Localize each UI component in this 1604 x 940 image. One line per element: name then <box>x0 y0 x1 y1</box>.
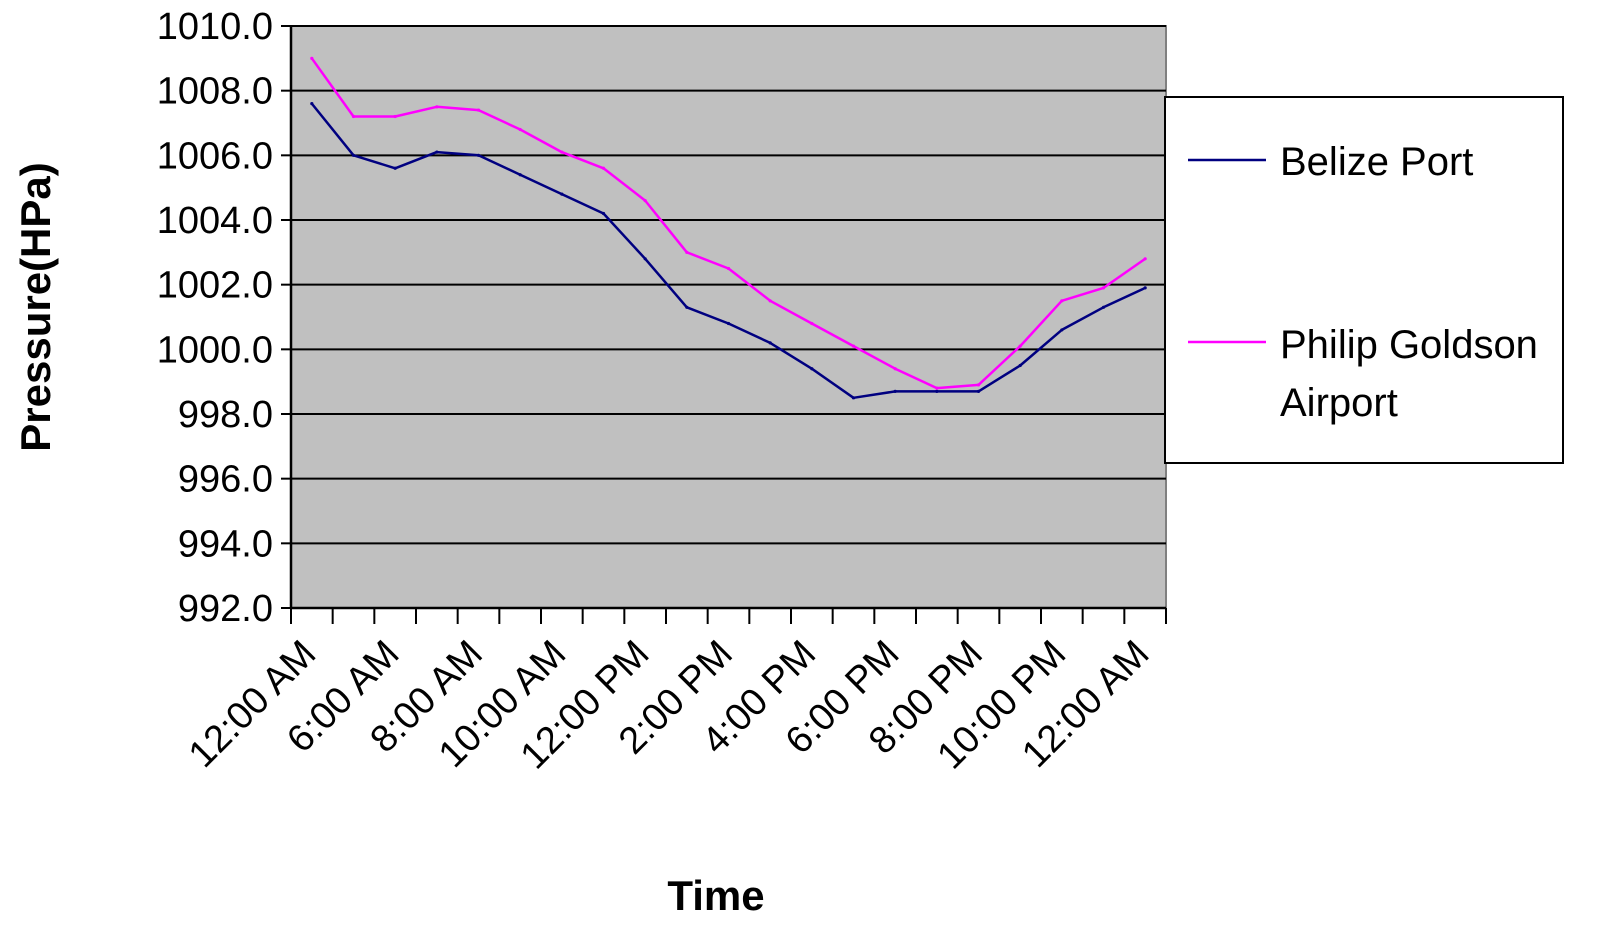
x-axis-title: Time <box>667 872 764 919</box>
series-layer <box>310 56 1147 400</box>
data-point <box>560 192 564 196</box>
y-tick-label: 1010.0 <box>157 6 273 48</box>
data-point <box>935 386 939 390</box>
data-point <box>935 389 939 393</box>
data-point <box>768 299 772 303</box>
data-point <box>601 166 606 170</box>
legend-box <box>1164 96 1564 464</box>
data-point <box>685 305 689 309</box>
data-point <box>435 105 439 109</box>
data-point <box>1143 257 1147 261</box>
y-tick-label: 992.0 <box>178 588 273 630</box>
y-tick-label: 994.0 <box>178 523 273 565</box>
data-point <box>726 266 731 271</box>
data-point <box>726 321 731 326</box>
data-point <box>1018 363 1022 368</box>
y-tick-label: 1000.0 <box>157 329 273 371</box>
data-point <box>1060 299 1064 303</box>
data-point <box>976 389 981 393</box>
data-point <box>518 173 522 177</box>
legend-label-belize-port: Belize Port <box>1280 140 1473 184</box>
data-point <box>851 344 856 348</box>
data-point <box>643 257 647 261</box>
data-point <box>976 383 981 387</box>
data-point <box>685 250 689 254</box>
y-tick-label: 996.0 <box>178 459 273 501</box>
legend-label-philip-goldson-airport-line1: Philip Goldson <box>1280 323 1538 367</box>
y-tick-label: 998.0 <box>178 394 273 436</box>
data-point <box>768 341 772 345</box>
data-point <box>310 102 314 106</box>
data-point <box>393 114 397 119</box>
y-tick-label: 1002.0 <box>157 265 273 307</box>
y-tick-labels: 992.0 994.0 996.0 998.0 1000.0 1002.0 1004.0 10… <box>157 6 273 630</box>
data-point <box>351 153 356 157</box>
data-point <box>851 396 856 400</box>
data-point <box>893 389 897 393</box>
data-point <box>810 367 814 371</box>
legend: Belize Port Philip Goldson Airport <box>1164 96 1564 464</box>
data-point <box>310 56 314 60</box>
data-point <box>893 367 897 371</box>
axes <box>281 25 1167 624</box>
data-point <box>476 108 481 112</box>
data-point <box>560 150 564 154</box>
data-point <box>351 114 356 119</box>
legend-label-philip-goldson-airport-line2: Airport <box>1280 381 1398 425</box>
data-point <box>476 153 481 157</box>
data-point <box>601 211 606 216</box>
data-point <box>810 321 814 326</box>
data-point <box>1101 286 1106 290</box>
data-point <box>1018 344 1022 348</box>
data-point <box>643 199 647 203</box>
y-tick-label: 1004.0 <box>157 200 273 242</box>
plot-area <box>290 25 1167 609</box>
y-tick-label: 1008.0 <box>157 71 273 113</box>
y-tick-label: 1006.0 <box>157 135 273 177</box>
data-point <box>1143 286 1147 290</box>
data-point <box>393 166 397 170</box>
data-point <box>518 127 522 132</box>
data-point <box>1060 328 1064 332</box>
data-point <box>435 150 439 154</box>
gridlines <box>291 25 1166 545</box>
y-axis-title: Pressure(HPa) <box>12 162 59 451</box>
data-point <box>1101 305 1106 309</box>
